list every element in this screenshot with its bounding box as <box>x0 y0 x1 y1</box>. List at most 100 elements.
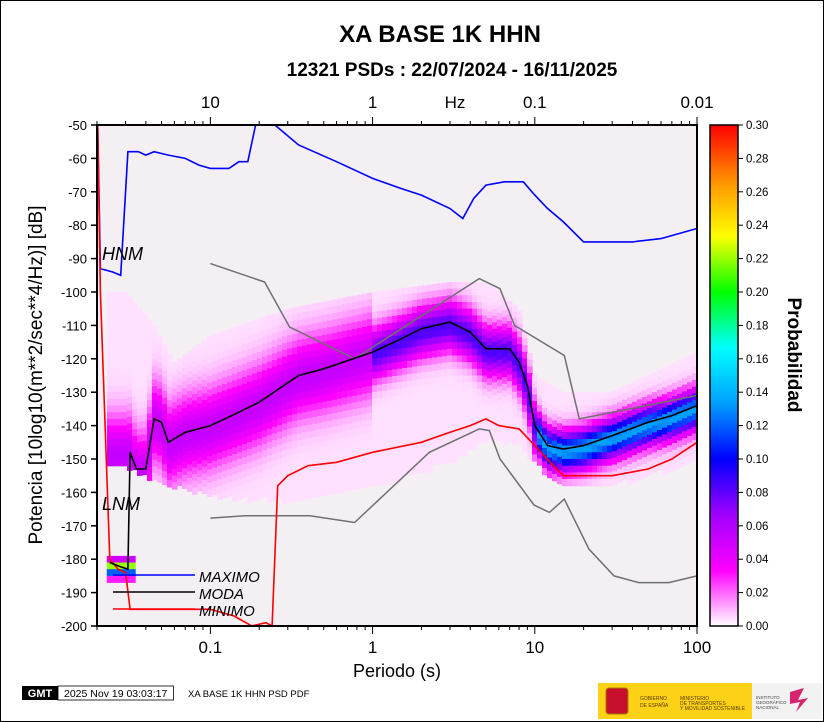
pdf-cell <box>372 351 378 360</box>
pdf-cell <box>277 331 283 339</box>
pdf-cell <box>282 323 288 331</box>
pdf-cell <box>622 419 628 428</box>
top-tick-label: 0.01 <box>680 93 713 112</box>
pdf-cell <box>347 316 353 324</box>
pdf-cell <box>577 465 583 473</box>
pdf-cell <box>107 378 113 387</box>
pdf-cell <box>247 348 253 356</box>
pdf-cell <box>487 391 493 399</box>
pdf-cell <box>552 413 558 421</box>
pdf-cell <box>357 428 363 436</box>
pdf-cell <box>402 468 408 476</box>
pdf-cell <box>332 332 338 341</box>
pdf-cell <box>137 355 143 363</box>
pdf-cell <box>137 328 143 336</box>
pdf-cell <box>252 440 258 448</box>
pdf-cell <box>152 406 158 414</box>
pdf-cell <box>432 357 438 365</box>
pdf-cell <box>562 459 568 467</box>
pdf-cell <box>297 433 303 441</box>
pdf-cell <box>157 335 163 343</box>
pdf-cell <box>197 477 203 485</box>
pdf-cell <box>107 405 113 413</box>
pdf-cell <box>477 295 483 303</box>
pdf-cell <box>117 452 123 460</box>
pdf-cell <box>372 392 378 400</box>
pdf-cell <box>182 434 188 443</box>
pdf-cell <box>287 355 293 363</box>
pdf-cell <box>672 389 678 397</box>
pdf-cell <box>127 376 133 385</box>
pdf-cell <box>452 442 458 450</box>
pdf-cell <box>362 387 368 395</box>
pdf-cell <box>307 451 313 459</box>
pdf-cell <box>272 373 278 381</box>
pdf-cell <box>557 456 563 464</box>
pdf-cell <box>492 349 498 357</box>
pdf-cell <box>277 451 283 460</box>
pdf-cell <box>197 376 203 385</box>
pdf-cell <box>472 422 478 430</box>
pdf-cell <box>567 392 573 400</box>
pdf-cell <box>607 398 613 407</box>
pdf-cell <box>132 449 138 457</box>
pdf-cell <box>257 452 263 460</box>
pdf-cell <box>257 331 263 340</box>
pdf-cell <box>637 392 643 400</box>
pdf-cell <box>332 446 338 454</box>
pdf-cell <box>237 338 243 346</box>
pdf-cell <box>692 380 698 388</box>
pdf-cell <box>272 487 278 495</box>
pdf-cell <box>142 414 148 422</box>
pdf-cell <box>212 400 218 409</box>
pdf-cell <box>307 357 313 366</box>
pdf-cell <box>207 449 213 457</box>
pdf-cell <box>307 337 313 346</box>
pdf-cell <box>202 486 208 494</box>
pdf-cell <box>332 406 338 414</box>
pdf-cell <box>317 309 323 317</box>
pdf-cell <box>107 392 113 400</box>
pdf-cell <box>327 394 333 402</box>
pdf-cell <box>542 468 548 476</box>
pdf-cell <box>357 374 363 382</box>
pdf-cell <box>327 307 333 315</box>
pdf-cell <box>557 436 563 444</box>
pdf-cell <box>222 464 228 472</box>
pdf-cell <box>517 330 523 338</box>
pdf-cell <box>412 286 418 294</box>
pdf-cell <box>157 462 163 470</box>
pdf-cell <box>592 425 598 433</box>
pdf-cell <box>307 377 313 386</box>
pdf-cell <box>507 307 513 315</box>
pdf-cell <box>692 446 698 455</box>
pdf-cell <box>302 372 308 380</box>
pdf-cell <box>382 397 388 405</box>
pdf-cell <box>237 378 243 387</box>
pdf-cell <box>367 299 373 307</box>
pdf-cell <box>302 445 308 453</box>
pdf-cell <box>242 337 248 345</box>
pdf-cell <box>382 417 388 425</box>
pdf-cell <box>125 575 131 583</box>
pdf-cell <box>497 359 503 367</box>
pdf-cell <box>627 404 633 412</box>
pdf-cell <box>392 442 398 451</box>
pdf-cell <box>227 382 233 390</box>
pdf-cell <box>232 427 238 435</box>
pdf-cell <box>482 422 488 430</box>
pdf-cell <box>367 466 373 474</box>
pdf-cell <box>106 575 112 583</box>
pdf-cell <box>377 418 383 426</box>
pdf-cell <box>197 443 203 451</box>
pdf-cell <box>327 454 333 462</box>
pdf-cell <box>302 412 308 420</box>
pdf-cell <box>282 476 288 485</box>
pdf-cell <box>627 464 633 472</box>
pdf-cell <box>111 562 117 570</box>
pdf-cell <box>657 396 663 404</box>
pdf-cell <box>382 323 388 332</box>
pdf-cell <box>452 348 458 357</box>
pdf-cell <box>402 414 408 423</box>
